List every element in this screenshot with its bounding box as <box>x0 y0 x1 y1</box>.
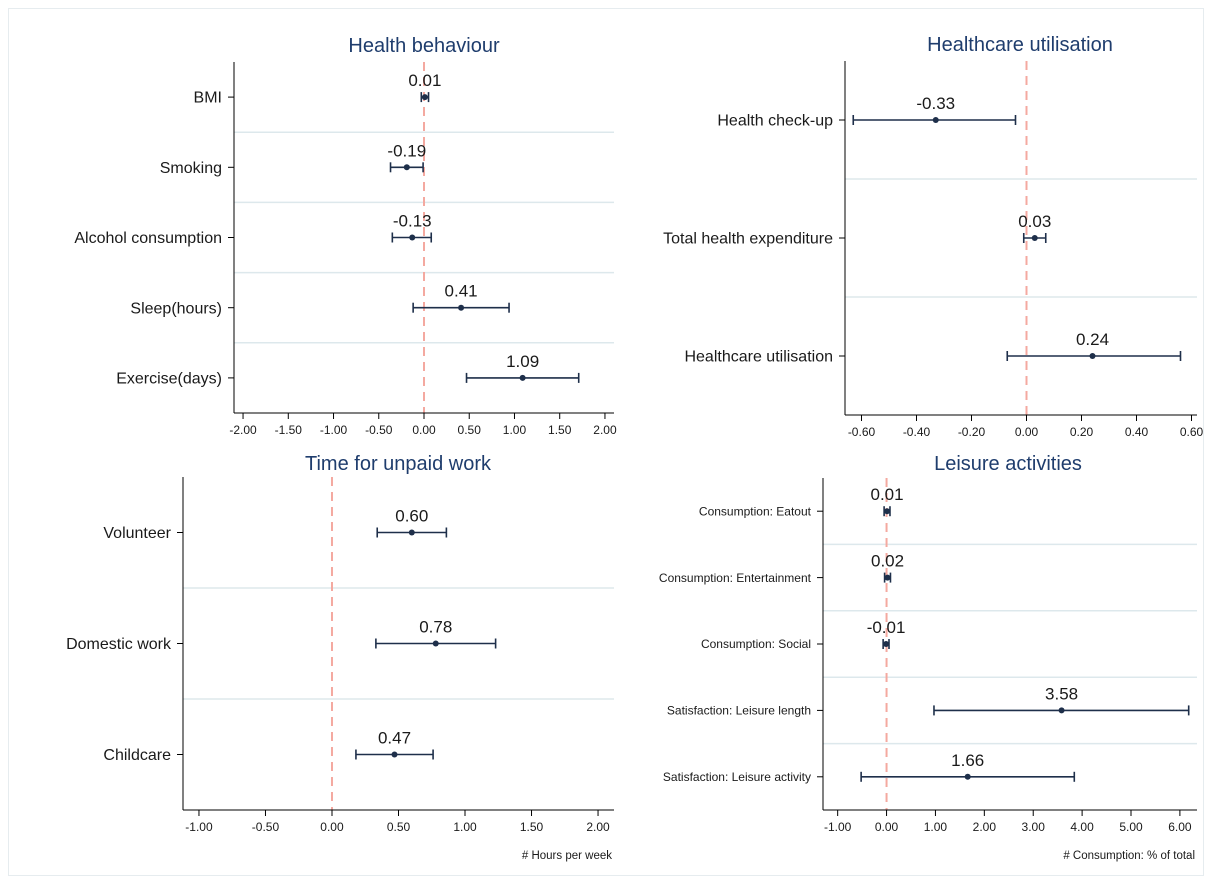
point-estimate <box>884 574 891 581</box>
point-estimate <box>964 773 971 780</box>
panel-title: Time for unpaid work <box>305 453 492 475</box>
x-tick-label: -1.00 <box>320 423 348 437</box>
x-tick-label: 0.60 <box>1180 425 1204 439</box>
x-tick-label: 5.00 <box>1119 820 1143 834</box>
x-tick-label: -0.50 <box>365 423 393 437</box>
x-tick-label: 1.50 <box>520 820 544 834</box>
x-tick-label: -1.50 <box>275 423 303 437</box>
category-label: Healthcare utilisation <box>684 349 833 366</box>
category-label: Smoking <box>160 160 222 177</box>
panel-4: Leisure activities -1.00 0.00 1.00 2.00 3.00 4… <box>659 453 1197 862</box>
x-tick-label: 1.00 <box>503 423 527 437</box>
category-label: Sleep(hours) <box>130 300 222 317</box>
panel-2: Healthcare utilisation -0.60 -0.40 -0.20 0.0… <box>663 34 1203 439</box>
point-estimate <box>403 164 410 171</box>
estimate-label: 0.60 <box>395 507 428 526</box>
point-estimate <box>932 117 939 123</box>
x-tick-label: -0.50 <box>252 820 280 834</box>
x-tick-label: 1.50 <box>548 423 572 437</box>
estimate-label: 0.02 <box>871 552 904 571</box>
category-label: Consumption: Entertainment <box>659 571 812 585</box>
x-tick-label: 2.00 <box>973 820 997 834</box>
x-tick-label: 2.00 <box>593 423 617 437</box>
x-tick-label: 0.50 <box>458 423 482 437</box>
point-estimate <box>391 751 398 758</box>
category-label: Satisfaction: Leisure length <box>667 704 811 718</box>
panel-title: Health behaviour <box>348 35 500 57</box>
panel-title: Leisure activities <box>934 453 1082 475</box>
x-tick-label: 2.00 <box>586 820 610 834</box>
x-tick-label: 1.00 <box>453 820 477 834</box>
estimate-label: 0.03 <box>1018 212 1051 231</box>
estimate-label: -0.33 <box>916 94 955 113</box>
point-estimate <box>1058 707 1065 714</box>
panel-1: Health behaviour -2.00 -1.50 -1.00 -0.50 0.00… <box>74 35 617 437</box>
x-tick-label: 0.00 <box>412 423 436 437</box>
point-estimate <box>519 374 526 381</box>
estimate-label: 0.78 <box>419 618 452 637</box>
category-label: Health check-up <box>717 113 833 130</box>
point-estimate <box>883 641 890 647</box>
x-tick-label: -0.40 <box>903 425 931 439</box>
category-label: Total health expenditure <box>663 231 833 248</box>
category-label: Exercise(days) <box>116 371 222 388</box>
estimate-label: 3.58 <box>1045 684 1078 703</box>
estimate-label: 0.47 <box>378 729 411 748</box>
point-estimate <box>421 94 428 101</box>
x-tick-label: 0.20 <box>1070 425 1094 439</box>
point-estimate <box>1031 235 1038 241</box>
x-tick-label: 0.00 <box>320 820 344 834</box>
point-estimate <box>1089 353 1096 359</box>
estimate-label: 1.09 <box>506 352 539 371</box>
x-tick-label: 0.00 <box>1015 425 1039 439</box>
x-tick-label: 0.40 <box>1125 425 1149 439</box>
x-tick-label: 6.00 <box>1168 820 1192 834</box>
x-tick-label: 0.50 <box>387 820 411 834</box>
point-estimate <box>884 508 891 515</box>
point-estimate <box>409 234 416 241</box>
point-estimate <box>458 304 465 311</box>
estimate-label: -0.19 <box>387 141 426 160</box>
category-label: Domestic work <box>66 636 172 653</box>
x-tick-label: -2.00 <box>229 423 257 437</box>
x-axis-label: # Consumption: % of total <box>1063 850 1195 862</box>
x-tick-label: 0.00 <box>875 820 899 834</box>
category-label: Satisfaction: Leisure activity <box>663 770 811 784</box>
panel-title: Healthcare utilisation <box>927 34 1113 56</box>
point-estimate <box>408 529 415 536</box>
estimate-label: 0.24 <box>1076 330 1109 349</box>
x-tick-label: 3.00 <box>1022 820 1046 834</box>
x-tick-label: -0.60 <box>848 425 876 439</box>
estimate-label: 1.66 <box>951 751 984 770</box>
x-tick-label: -0.20 <box>958 425 986 439</box>
point-estimate <box>432 640 439 647</box>
x-tick-label: -1.00 <box>824 820 852 834</box>
figure-border <box>8 8 1204 876</box>
category-label: Consumption: Eatout <box>699 504 812 518</box>
x-axis-label: # Hours per week <box>522 850 612 862</box>
panel-3: Time for unpaid work -1.00 -0.50 0.00 0.50 1.… <box>66 453 614 862</box>
x-tick-label: -1.00 <box>185 820 213 834</box>
estimate-label: 0.41 <box>445 282 478 301</box>
category-label: Childcare <box>103 747 171 764</box>
estimate-label: 0.01 <box>870 485 903 504</box>
category-label: Volunteer <box>103 525 171 542</box>
category-label: Alcohol consumption <box>74 230 222 247</box>
estimate-label: -0.01 <box>867 618 906 637</box>
x-tick-label: 4.00 <box>1070 820 1094 834</box>
estimate-label: 0.01 <box>408 71 441 90</box>
estimate-label: -0.13 <box>393 212 432 231</box>
x-tick-label: 1.00 <box>924 820 948 834</box>
category-label: BMI <box>194 90 222 107</box>
category-label: Consumption: Social <box>701 637 811 651</box>
